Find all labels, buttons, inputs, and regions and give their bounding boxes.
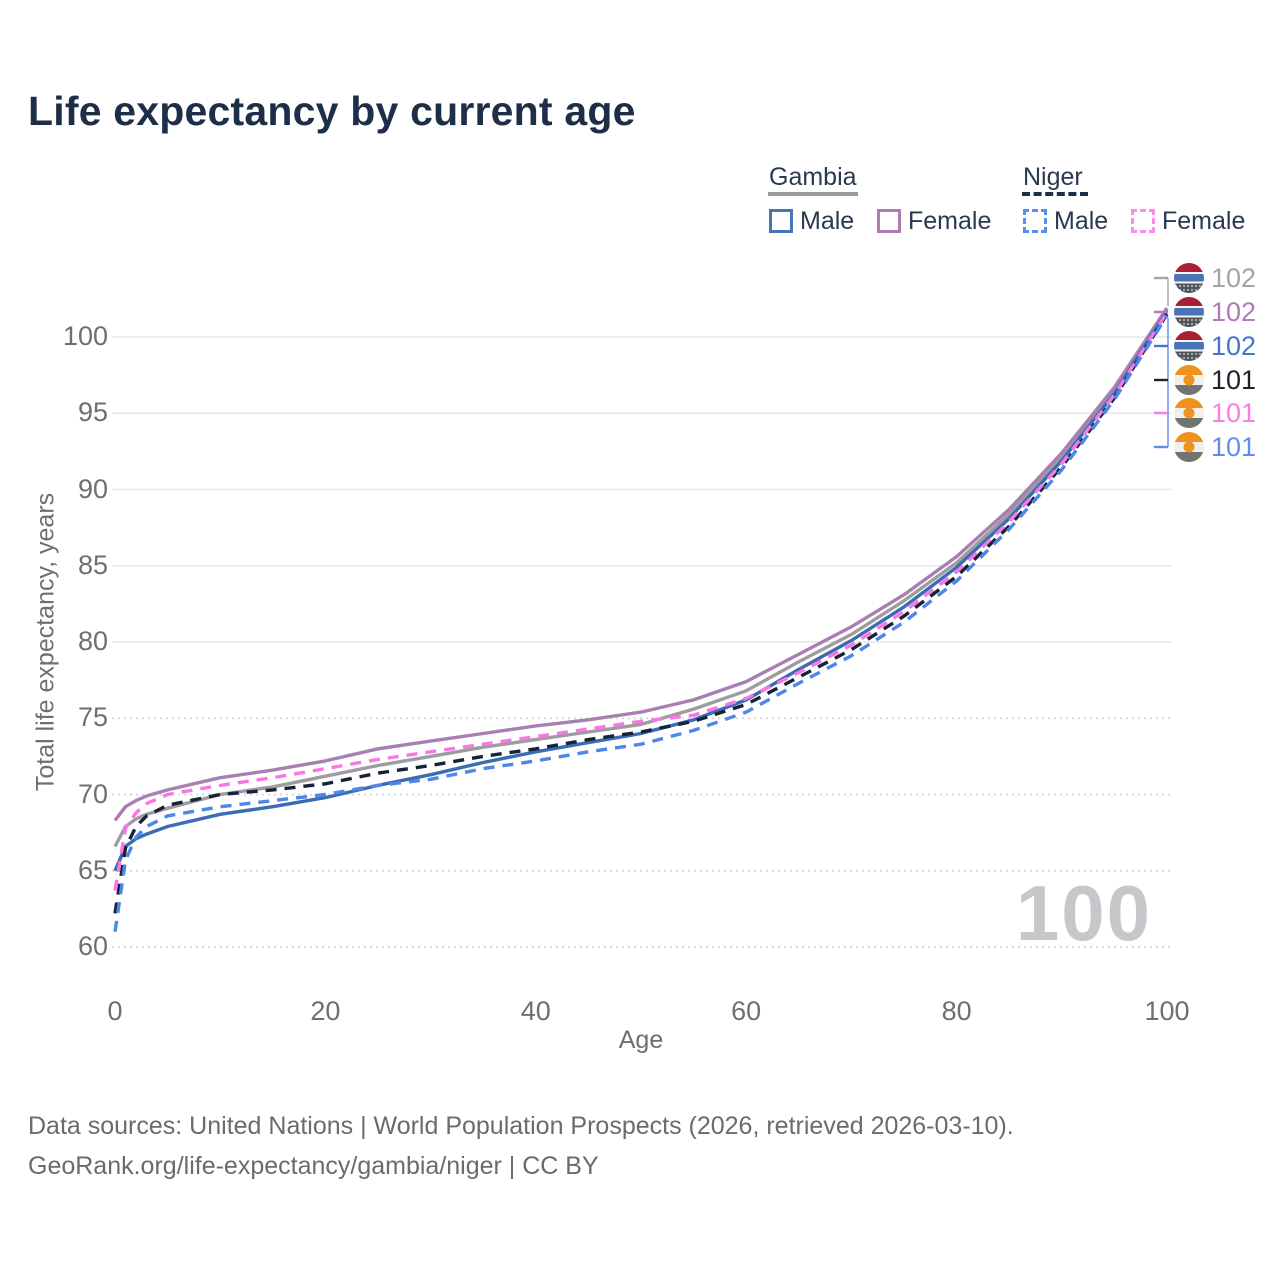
y-tick-label: 65	[77, 854, 108, 885]
x-tick-label: 0	[107, 996, 123, 1026]
legend-swatch-niger-male[interactable]	[1023, 209, 1047, 233]
y-tick-label: 70	[77, 778, 108, 809]
gambia-flag-icon	[1174, 331, 1204, 361]
niger-flag-icon	[1174, 365, 1204, 395]
legend-label-gambia-male[interactable]: Male	[800, 207, 855, 235]
legend-label-niger-male[interactable]: Male	[1054, 207, 1109, 235]
series-line-gambia	[113, 308, 1169, 848]
x-tick-label: 20	[310, 996, 341, 1026]
age-counter-watermark: 100	[1015, 869, 1152, 957]
series-line-niger-female	[113, 311, 1169, 891]
end-label-row: 101	[1174, 364, 1256, 396]
data-source-note: Data sources: United Nations | World Pop…	[28, 1106, 1014, 1186]
end-value: 102	[1211, 262, 1257, 293]
end-label-row: 101	[1174, 397, 1256, 429]
end-value: 101	[1211, 397, 1257, 428]
series-line-niger-male	[113, 314, 1169, 933]
end-label-row: 102	[1174, 296, 1256, 328]
x-tick-label: 40	[520, 996, 551, 1026]
legend-swatch-gambia-male[interactable]	[769, 209, 793, 233]
series-line-niger	[113, 313, 1169, 914]
source-line: Data sources: United Nations | World Pop…	[28, 1112, 1014, 1140]
end-value: 102	[1211, 296, 1257, 327]
niger-flag-icon	[1174, 432, 1204, 462]
end-label-row: 102	[1174, 262, 1256, 294]
niger-line-sample	[1022, 192, 1088, 196]
y-tick-label: 90	[77, 473, 108, 504]
x-tick-label: 60	[731, 996, 762, 1026]
legend-swatch-gambia-female[interactable]	[877, 209, 901, 233]
y-tick-label: 100	[62, 321, 108, 351]
end-value: 101	[1211, 364, 1257, 395]
x-axis-title: Age	[618, 1026, 664, 1054]
gambia-flag-icon	[1174, 263, 1204, 293]
x-tick-label: 80	[941, 996, 972, 1026]
legend-label-gambia-female[interactable]: Female	[908, 207, 992, 235]
end-value: 102	[1211, 330, 1257, 361]
end-label-row: 101	[1174, 431, 1256, 463]
y-tick-label: 95	[77, 397, 108, 428]
series-line-gambia-male	[113, 310, 1169, 872]
y-tick-label: 80	[77, 626, 108, 656]
y-tick-label: 75	[77, 702, 108, 733]
end-value: 101	[1211, 431, 1257, 462]
legend-swatch-niger-female[interactable]	[1131, 209, 1155, 233]
series-line-gambia-female	[113, 307, 1169, 822]
page-title: Life expectancy by current age	[28, 88, 636, 134]
legend-group-niger[interactable]: Niger	[1023, 163, 1083, 191]
end-label-row: 102	[1174, 330, 1256, 362]
x-tick-label: 100	[1144, 996, 1190, 1026]
niger-flag-icon	[1174, 398, 1204, 428]
attribution-line: GeoRank.org/life-expectancy/gambia/niger…	[28, 1152, 599, 1180]
y-tick-label: 60	[77, 931, 108, 961]
gambia-flag-icon	[1174, 297, 1204, 327]
gambia-line-sample	[768, 192, 858, 196]
legend-group-gambia[interactable]: Gambia	[769, 163, 857, 191]
legend-label-niger-female[interactable]: Female	[1162, 207, 1246, 235]
y-tick-label: 85	[77, 549, 108, 580]
